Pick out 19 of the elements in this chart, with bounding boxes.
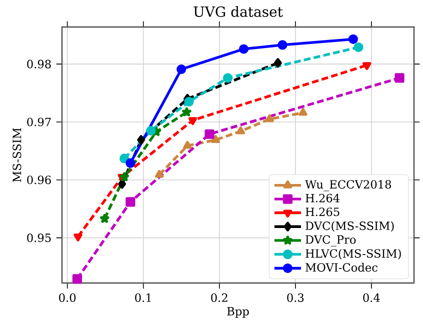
legend-label: HLVC(MS-SSIM) — [306, 248, 401, 260]
chart-title: UVG dataset — [194, 6, 283, 17]
legend-label: MOVI-Codec — [306, 262, 378, 272]
x-axis-title: Bpp — [227, 307, 249, 318]
x-tick-label: 0.2 — [211, 293, 228, 302]
y-tick-label: 0.96 — [27, 176, 51, 184]
x-tick-label: 0.0 — [59, 293, 76, 302]
y-tick-label: 0.98 — [27, 60, 51, 68]
x-tick-label: 0.1 — [135, 293, 151, 302]
legend-label: H.264 — [306, 194, 340, 202]
y-axis-title: MS-SSIM — [12, 128, 22, 182]
y-tick-label: 0.97 — [27, 118, 51, 126]
x-tick-label: 0.4 — [363, 293, 380, 302]
legend-label: Wu_ECCV2018 — [305, 180, 392, 192]
legend-label: DVC(MS-SSIM) — [306, 221, 394, 232]
y-tick-label: 0.95 — [27, 234, 51, 242]
x-tick-label: 0.3 — [287, 293, 304, 302]
legend-label: H.265 — [306, 208, 340, 216]
legend-label: DVC_Pro — [306, 235, 356, 246]
